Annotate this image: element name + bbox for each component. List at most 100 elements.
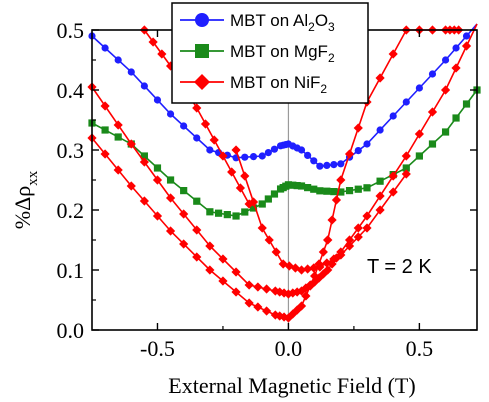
series-point-1-0-21 (284, 181, 293, 189)
ticks: 0.0 0.1 0.2 0.3 0.4 0.5 -0.5 0.0 0.5 (57, 18, 477, 361)
series-point-2-1-26 (318, 247, 328, 257)
series-point-1-0-38 (428, 140, 437, 148)
series-point-2-0-34 (375, 191, 385, 201)
series-point-2-1-13 (253, 302, 263, 312)
series-point-2-2-5 (271, 247, 281, 257)
svg-text:%Δρxx: %Δρxx (10, 170, 41, 229)
series-point-1-0-17 (270, 190, 279, 198)
legend-label-part: 2 (320, 82, 327, 96)
x-tick-label: -0.5 (140, 336, 175, 361)
y-tick-label: 0.2 (57, 198, 85, 223)
series-line-2-1 (91, 137, 329, 319)
series-point-1-0-22 (289, 181, 297, 189)
series-point-2-1-7 (179, 239, 189, 249)
series-point-2-2-16 (344, 241, 355, 251)
y-tick-label: 0.1 (57, 258, 85, 283)
series-point-2-3-9 (218, 151, 228, 161)
series-point-1-0-15 (258, 200, 266, 208)
series-point-0-0-9 (206, 146, 214, 154)
series-point-1-0-23 (293, 182, 301, 190)
series-point-1-0-39 (441, 128, 450, 136)
series-point-0-0-27 (316, 162, 324, 170)
series-point-2-4-0 (323, 235, 333, 245)
series-point-2-0-40 (451, 63, 461, 73)
series-point-1-0-26 (310, 185, 318, 193)
series-point-0-0-8 (193, 134, 201, 142)
y-tick-label: 0.0 (57, 318, 85, 343)
legend-label-part: MBT on NiF (230, 73, 320, 92)
series-point-2-1-5 (152, 211, 163, 221)
series-point-1-0-32 (354, 185, 362, 193)
series-point-2-2-19 (375, 205, 385, 215)
series-point-2-1-23 (305, 281, 315, 291)
legend-label-part: MBT on Al (230, 11, 308, 30)
series-point-1-0-41 (462, 100, 471, 108)
series-point-1-0-11 (223, 211, 231, 219)
legend-label: MBT on Al2O3 (230, 11, 335, 34)
series-point-2-0-36 (401, 151, 411, 161)
series-point-2-4-4 (344, 149, 355, 159)
series-point-0-0-2 (114, 56, 122, 64)
y-axis-title-main: %Δρ (10, 186, 35, 229)
series-point-2-0-2 (113, 120, 123, 130)
series-point-0-0-26 (310, 157, 318, 165)
series-point-0-0-38 (428, 70, 437, 78)
series-point-2-3-11 (235, 183, 246, 193)
legend-label-part: MBT on MgF (230, 42, 328, 61)
series-point-1-0-13 (241, 208, 249, 216)
series-point-0-0-33 (363, 140, 371, 148)
series-layer (87, 23, 481, 323)
series-point-1-0-10 (214, 209, 223, 217)
series-point-0-0-28 (323, 161, 331, 169)
series-point-2-3-7 (200, 119, 211, 129)
series-point-0-0-32 (354, 147, 362, 155)
series-point-0-0-15 (258, 152, 266, 160)
series-point-1-0-25 (304, 184, 312, 192)
series-point-2-2-15 (336, 250, 346, 260)
series-point-2-1-1 (100, 149, 110, 159)
legend-label-part: 3 (328, 20, 335, 34)
series-point-1-0-12 (232, 212, 240, 220)
series-point-0-0-37 (415, 84, 423, 92)
series-point-2-0-27 (323, 265, 333, 275)
series-point-2-4-7 (375, 73, 385, 83)
y-axis-title: %Δρxx (10, 170, 41, 229)
series-point-0-0-40 (452, 44, 460, 52)
series-point-1-0-9 (206, 208, 214, 216)
series-point-2-0-1 (100, 101, 110, 111)
series-point-1-0-31 (345, 187, 354, 195)
series-point-1-0-27 (316, 187, 324, 195)
series-point-1-0-6 (166, 176, 175, 184)
y-tick-label: 0.3 (57, 138, 85, 163)
temperature-annotation: T = 2 K (367, 256, 432, 278)
series-point-2-0-10 (218, 254, 228, 264)
series-point-2-1-8 (192, 252, 202, 262)
series-point-2-4-8 (388, 49, 398, 59)
series-point-0-0-39 (441, 56, 450, 64)
series-point-2-2-11 (309, 263, 319, 273)
series-point-1-0-34 (376, 177, 384, 185)
series-point-2-1-2 (113, 165, 123, 175)
legend-label: MBT on NiF2 (230, 73, 327, 96)
series-point-2-3-12 (244, 199, 254, 209)
series-point-1-0-7 (180, 187, 188, 195)
series-point-1-0-40 (452, 114, 460, 122)
series-point-2-1-6 (165, 226, 176, 236)
series-point-1-0-28 (323, 187, 331, 195)
series-point-0-0-14 (249, 153, 258, 161)
series-point-2-2-0 (231, 145, 241, 155)
y-tick-label: 0.5 (57, 18, 85, 43)
x-tick-label: 0.0 (275, 336, 303, 361)
series-point-2-2-1 (240, 171, 250, 181)
legend-item-2: MBT on NiF2 (180, 73, 327, 96)
legend-label-part: 2 (308, 20, 315, 34)
series-point-0-0-7 (180, 122, 188, 130)
series-point-1-0-1 (101, 126, 109, 134)
series-point-2-4-1 (327, 215, 337, 225)
series-point-0-0-1 (101, 44, 109, 52)
series-point-2-4-2 (331, 195, 342, 205)
series-point-0-0-24 (297, 146, 306, 154)
x-axis-title: External Magnetic Field (T) (168, 373, 415, 398)
